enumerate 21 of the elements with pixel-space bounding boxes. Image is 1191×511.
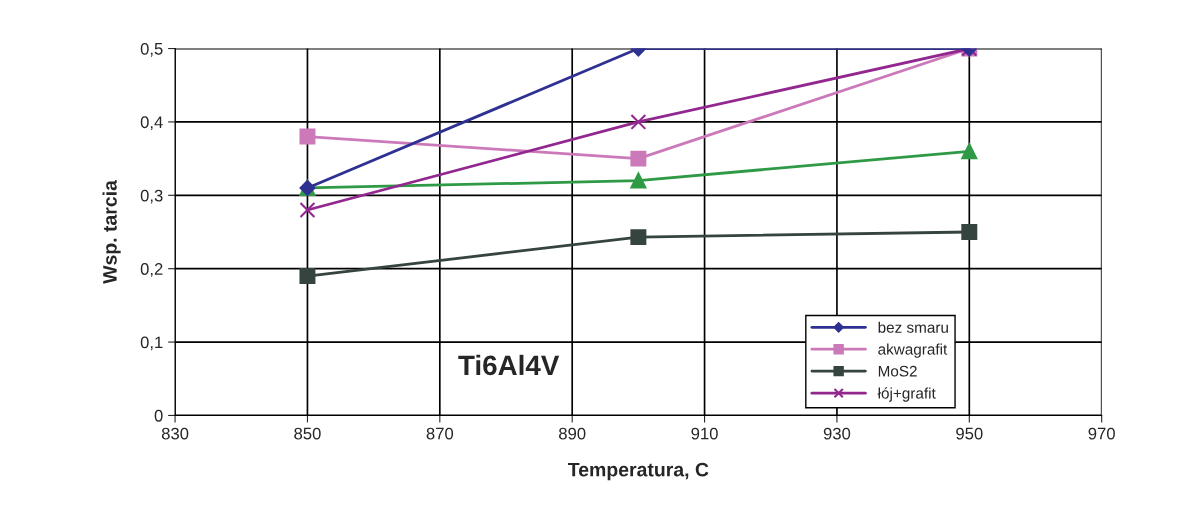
legend-label: MoS2 <box>878 365 917 377</box>
y-tick-label: 0,3 <box>140 189 163 204</box>
y-tick-label: 0,4 <box>140 116 163 131</box>
x-tick-label: 950 <box>956 427 983 440</box>
legend-label: akwagrafit <box>878 343 948 358</box>
x-axis-title: Temperatura, C <box>568 462 709 481</box>
y-axis-title: Wsp. tarcia <box>102 180 121 284</box>
legend-label: łój+grafit <box>877 387 936 402</box>
y-tick-label: 0 <box>154 409 163 422</box>
y-tick-label: 0,5 <box>140 42 163 57</box>
x-tick-label: 910 <box>691 427 718 440</box>
y-tick-label: 0,1 <box>140 336 163 351</box>
x-tick-label: 870 <box>426 427 454 440</box>
x-tick-label: 850 <box>294 427 321 440</box>
x-tick-label: 830 <box>161 427 189 440</box>
legend-label: bez smaru <box>878 321 948 333</box>
y-tick-label: 0,2 <box>140 263 163 277</box>
x-tick-label: 890 <box>559 427 586 440</box>
x-tick-label: 970 <box>1088 427 1115 440</box>
x-tick-label: 930 <box>823 427 851 440</box>
annotation: Ti6Al4V <box>458 354 560 376</box>
